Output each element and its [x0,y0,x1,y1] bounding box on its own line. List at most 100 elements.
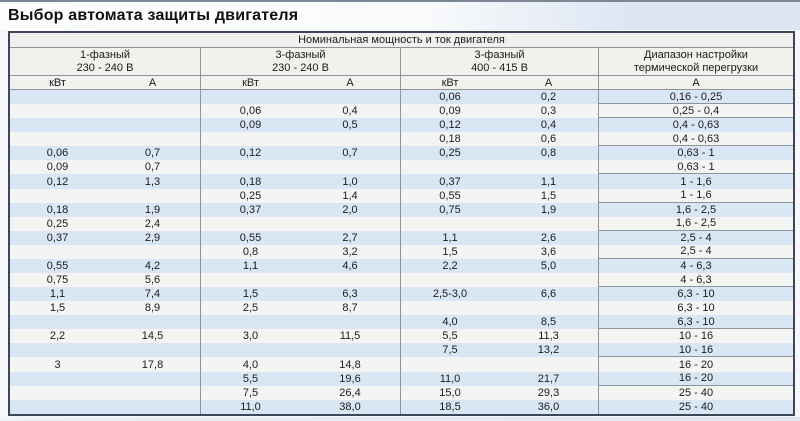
cell-3ph-400-kw-row5: 0,25 [400,146,499,161]
cell-overload-range-row11: 2,5 - 4 [598,230,793,245]
cell-3ph-230-a-row17 [300,315,400,330]
cell-3ph-400-a-row6 [499,160,598,175]
cell-3ph-230-a-row1 [300,90,400,105]
cell-3ph-230-kw-row9: 0,37 [200,202,300,217]
cell-overload-range-row3: 0,4 - 0,63 [598,118,793,133]
cell-overload-range-row5: 0,63 - 1 [598,146,793,161]
cell-3ph-400-a-row2: 0,3 [499,104,598,119]
cell-3ph-400-kw-row23: 18,5 [400,399,499,414]
subheader-3ph-400-a: А [499,76,598,90]
cell-overload-range-row23: 25 - 40 [598,399,793,414]
cell-1ph-230-kw-row23 [10,399,105,414]
cell-1ph-230-kw-row2 [10,104,105,119]
group-header-overload-range: Диапазон настройки термической перегрузк… [598,48,793,76]
cell-overload-range-row17: 6,3 - 10 [598,315,793,330]
cell-3ph-400-kw-row16 [400,301,499,316]
cell-3ph-400-a-row16 [499,301,598,316]
cell-3ph-400-kw-row10 [400,216,499,231]
cell-3ph-400-a-row21: 21,7 [499,371,598,386]
cell-3ph-230-a-row23: 38,0 [300,399,400,414]
cell-3ph-230-kw-row15: 1,5 [200,287,300,302]
cell-overload-range-row6: 0,63 - 1 [598,160,793,175]
cell-3ph-230-kw-row6 [200,160,300,175]
cell-3ph-400-kw-row7: 0,37 [400,174,499,189]
subheader-3ph-230-a: А [300,76,400,90]
cell-1ph-230-kw-row16: 1,5 [10,301,105,316]
cell-1ph-230-a-row23 [105,399,200,414]
cell-3ph-400-kw-row3: 0,12 [400,118,499,133]
cell-1ph-230-kw-row20: 3 [10,357,105,372]
cell-3ph-230-a-row9: 2,0 [300,202,400,217]
cell-3ph-400-a-row22: 29,3 [499,385,598,400]
cell-1ph-230-a-row9: 1,9 [105,202,200,217]
cell-1ph-230-kw-row17 [10,315,105,330]
cell-3ph-230-kw-row4 [200,132,300,147]
cell-3ph-230-a-row15: 6,3 [300,287,400,302]
group-header-3ph-400: 3-фазный 400 - 415 В [400,48,598,76]
cell-overload-range-row19: 10 - 16 [598,343,793,358]
cell-3ph-230-kw-row8: 0,25 [200,188,300,203]
cell-overload-range-row2: 0,25 - 0,4 [598,104,793,119]
cell-1ph-230-kw-row18: 2,2 [10,329,105,344]
cell-1ph-230-a-row20: 17,8 [105,357,200,372]
cell-3ph-400-a-row1: 0,2 [499,90,598,105]
cell-3ph-230-kw-row10 [200,216,300,231]
cell-3ph-400-kw-row9: 0,75 [400,202,499,217]
cell-3ph-400-kw-row11: 1,1 [400,230,499,245]
cell-overload-range-row1: 0,16 - 0,25 [598,90,793,105]
cell-3ph-230-kw-row13: 1,1 [200,258,300,274]
cell-3ph-400-kw-row12: 1,5 [400,244,499,259]
subheader-3ph-230-kw: кВт [200,76,300,90]
cell-3ph-400-kw-row15: 2,5-3,0 [400,287,499,302]
cell-3ph-230-a-row4 [300,132,400,147]
cell-3ph-230-a-row2: 0,4 [300,104,400,119]
cell-3ph-400-kw-row21: 11,0 [400,371,499,386]
cell-1ph-230-kw-row14: 0,75 [10,273,105,288]
cell-1ph-230-kw-row10: 0,25 [10,216,105,231]
cell-1ph-230-kw-row19 [10,343,105,358]
cell-3ph-400-kw-row2: 0,09 [400,104,499,119]
cell-overload-range-row22: 25 - 40 [598,385,793,400]
cell-1ph-230-a-row1 [105,90,200,105]
cell-3ph-400-a-row14 [499,273,598,288]
cell-1ph-230-a-row8 [105,188,200,203]
cell-3ph-400-kw-row1: 0,06 [400,90,499,105]
cell-3ph-400-kw-row18: 5,5 [400,329,499,344]
cell-overload-range-row14: 4 - 6,3 [598,273,793,288]
cell-3ph-400-a-row23: 36,0 [499,399,598,414]
motor-protection-table: Номинальная мощность и ток двигателя 1-ф… [8,31,795,416]
cell-1ph-230-a-row22 [105,385,200,400]
cell-3ph-400-a-row19: 13,2 [499,343,598,358]
cell-3ph-230-kw-row21: 5,5 [200,371,300,386]
cell-1ph-230-a-row5: 0,7 [105,146,200,161]
cell-1ph-230-a-row7: 1,3 [105,174,200,189]
cell-overload-range-row7: 1 - 1,6 [598,174,793,189]
cell-3ph-400-a-row7: 1,1 [499,174,598,189]
cell-3ph-230-a-row8: 1,4 [300,188,400,203]
cell-3ph-230-kw-row16: 2,5 [200,301,300,316]
cell-1ph-230-kw-row7: 0,12 [10,174,105,189]
cell-1ph-230-a-row4 [105,132,200,147]
cell-3ph-230-a-row14 [300,273,400,288]
cell-3ph-230-kw-row2: 0,06 [200,104,300,119]
cell-3ph-400-a-row15: 6,6 [499,287,598,302]
cell-1ph-230-a-row17 [105,315,200,330]
cell-3ph-230-a-row3: 0,5 [300,118,400,133]
cell-3ph-230-kw-row5: 0,12 [200,146,300,161]
cell-3ph-400-kw-row20 [400,357,499,372]
cell-overload-range-row12: 2,5 - 4 [598,244,793,259]
cell-1ph-230-kw-row5: 0,06 [10,146,105,161]
subheader-3ph-400-kw: кВт [400,76,499,90]
cell-1ph-230-a-row19 [105,343,200,358]
cell-overload-range-row9: 1,6 - 2,5 [598,202,793,217]
subheader-1ph-230-a: А [105,76,200,90]
cell-3ph-230-a-row20: 14,8 [300,357,400,372]
cell-1ph-230-kw-row6: 0,09 [10,160,105,175]
cell-3ph-400-kw-row14 [400,273,499,288]
cell-1ph-230-kw-row1 [10,90,105,105]
cell-1ph-230-a-row21 [105,371,200,386]
cell-3ph-400-a-row5: 0,8 [499,146,598,161]
cell-3ph-400-a-row18: 11,3 [499,329,598,344]
cell-1ph-230-a-row13: 4,2 [105,258,200,274]
span-header: Номинальная мощность и ток двигателя [10,33,793,48]
